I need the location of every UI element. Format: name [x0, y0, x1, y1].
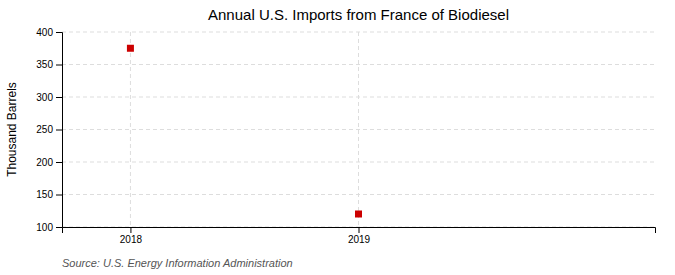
y-tick-mark — [56, 97, 62, 98]
y-tick: 350 — [36, 59, 62, 70]
x-tick-mark — [359, 227, 360, 233]
grid-line — [358, 32, 359, 227]
y-axis-title: Thousand Barrels — [5, 82, 19, 177]
y-tick: 150 — [36, 189, 62, 200]
y-tick-mark — [56, 162, 62, 163]
x-tick: 2018 — [120, 227, 143, 245]
x-tick-label: 2018 — [120, 234, 143, 245]
y-tick-mark — [56, 227, 62, 228]
x-axis: 2018 2019 — [63, 227, 656, 245]
grid-line — [62, 129, 655, 130]
y-tick: 250 — [36, 124, 62, 135]
y-tick-label: 150 — [36, 189, 53, 200]
y-tick-label: 350 — [36, 59, 53, 70]
grid — [62, 32, 655, 227]
y-axis: 100 150 200 250 300 350 400 — [36, 27, 62, 233]
y-tick-mark — [56, 195, 62, 196]
y-tick-mark — [56, 65, 62, 66]
source: Source: U.S. Energy Information Administ… — [62, 257, 293, 269]
x-tick-label: 2019 — [348, 234, 371, 245]
points — [127, 45, 362, 218]
y-tick-label: 400 — [36, 27, 53, 38]
y-tick-mark — [56, 32, 62, 33]
y-tick: 200 — [36, 157, 62, 168]
title: Annual U.S. Imports from France of Biodi… — [208, 6, 509, 23]
plot: 2018 2019 100 150 200 250 300 350 400 — [36, 27, 655, 245]
point — [127, 45, 134, 52]
y-tick-label: 250 — [36, 124, 53, 135]
y-tick: 300 — [36, 92, 62, 103]
y-tick: 400 — [36, 27, 62, 38]
x-tick: 2019 — [348, 227, 371, 245]
y-tick-label: 100 — [36, 222, 53, 233]
chart: 2018 2019 100 150 200 250 300 350 400 Annual U.S.… — [0, 0, 675, 275]
point — [355, 211, 362, 218]
y-axis-line — [56, 33, 63, 228]
y-tick-label: 200 — [36, 157, 53, 168]
y-tick-mark — [56, 130, 62, 131]
x-axis-line — [63, 228, 656, 234]
y-tick-label: 300 — [36, 92, 53, 103]
y-tick: 100 — [36, 222, 62, 233]
grid-line — [62, 64, 655, 65]
x-tick-mark — [130, 227, 131, 233]
grid-line — [130, 32, 131, 227]
